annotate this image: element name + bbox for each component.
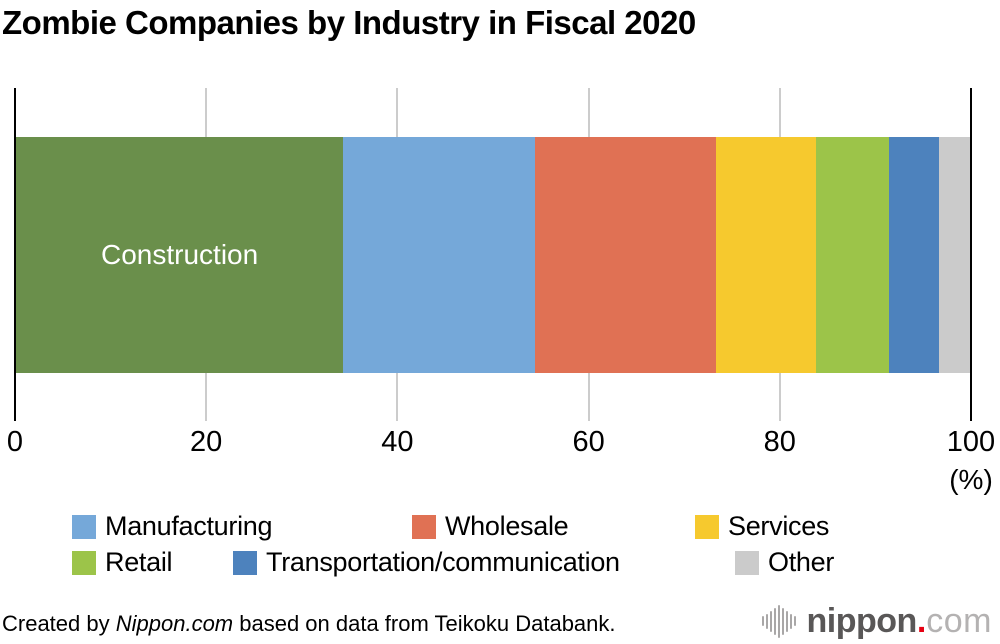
legend-label: Transportation/communication [266, 547, 620, 577]
x-axis: 0 20 40 60 80 100 (%) [7, 426, 995, 506]
x-tick-label: 60 [572, 426, 605, 458]
legend-label: Other [768, 547, 835, 577]
nippon-logo-text: nippon.com [807, 604, 992, 638]
segment-inner-label: Construction [101, 239, 259, 270]
x-axis-unit-label: (%) [949, 464, 993, 495]
credit-line: Created by Nippon.com based on data from… [2, 611, 616, 637]
axis-line [14, 88, 16, 421]
legend-swatch [72, 514, 96, 539]
nippon-logo: nippon.com [761, 604, 992, 638]
legend-label: Retail [105, 547, 173, 577]
stacked-bar: Construction [16, 137, 970, 373]
bar-segment-transportation-communication [888, 137, 940, 373]
legend-swatch [233, 550, 257, 575]
x-tick-label: 0 [6, 426, 24, 458]
x-tick-label: 100 [946, 426, 996, 458]
soundwave-logo-icon [761, 604, 798, 638]
legend-label: Services [728, 511, 830, 541]
legend-item-transportation-communication: Transportation/communication [233, 547, 620, 578]
legend-item-wholesale: Wholesale [412, 511, 569, 542]
legend-label: Manufacturing [105, 511, 273, 541]
bar-segment-other [939, 137, 970, 373]
bar-segment-retail [816, 137, 889, 373]
legend-item-retail: Retail [72, 547, 173, 578]
bar-segment-services [716, 137, 817, 373]
bar-segment-construction: Construction [16, 137, 344, 373]
legend-swatch [695, 514, 719, 539]
logo-tld: com [926, 602, 992, 640]
credit-source: Nippon.com [115, 611, 234, 636]
x-tick-label: 80 [763, 426, 796, 458]
legend-swatch [72, 550, 96, 575]
x-tick-label: 40 [381, 426, 414, 458]
legend-swatch [412, 514, 436, 539]
legend-item-other: Other [735, 547, 834, 578]
legend-item-manufacturing: Manufacturing [72, 511, 273, 542]
axis-line [970, 88, 972, 421]
logo-name: nippon [806, 602, 918, 640]
logo-dot: . [916, 602, 927, 640]
credit-prefix: Created by [2, 611, 116, 636]
bar-segment-manufacturing [343, 137, 535, 373]
bar-segment-wholesale [534, 137, 717, 373]
credit-suffix: based on data from Teikoku Databank. [233, 611, 616, 636]
chart-title: Zombie Companies by Industry in Fiscal 2… [2, 4, 696, 41]
x-tick-label: 20 [190, 426, 223, 458]
legend-label: Wholesale [445, 511, 569, 541]
legend-item-services: Services [695, 511, 829, 542]
legend-swatch [735, 550, 759, 575]
plot-area: Construction [14, 88, 972, 421]
